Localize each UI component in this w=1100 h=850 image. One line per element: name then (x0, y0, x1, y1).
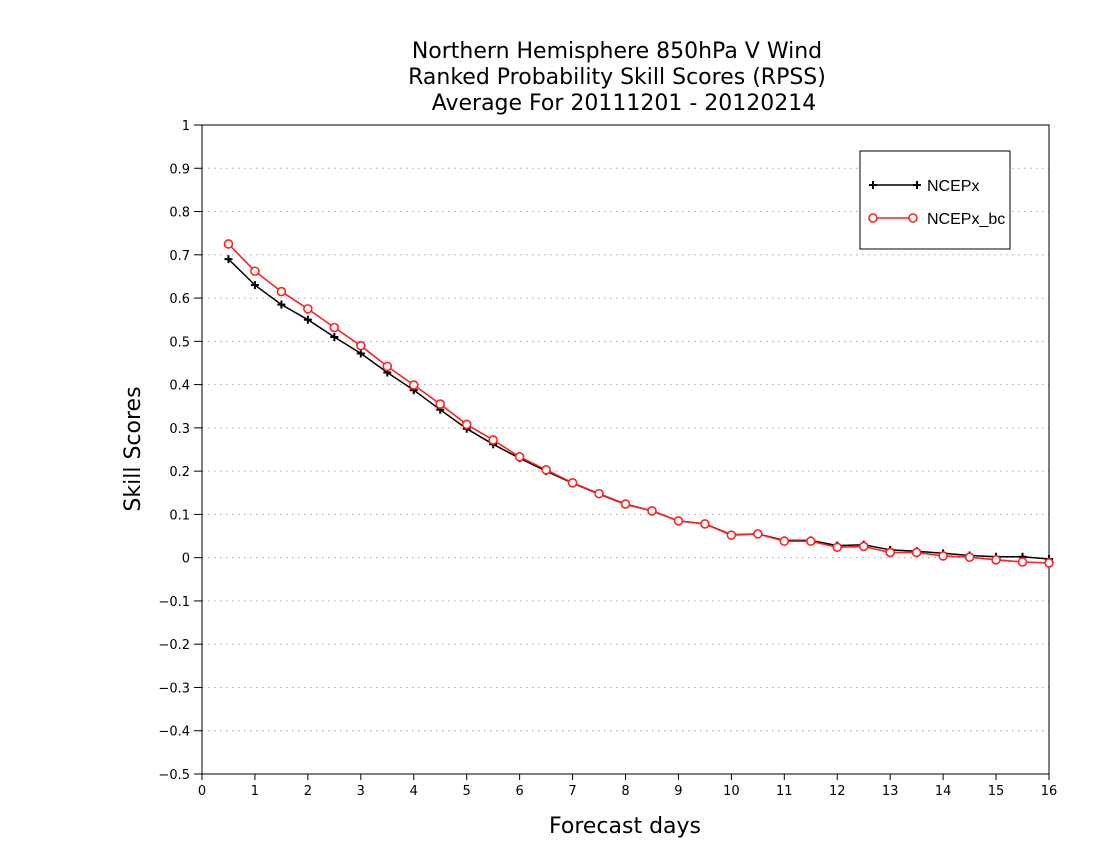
series-layer (223, 239, 1054, 568)
x-axis: 0 1 2 3 4 5 6 7 8 9 10 11 12 13 14 15 16 (198, 774, 1057, 799)
data-point (1044, 558, 1054, 568)
data-point (277, 300, 286, 309)
x-tick-label: 14 (935, 784, 952, 799)
y-tick-label: −0.3 (158, 681, 190, 696)
y-tick-label: −0.5 (158, 768, 190, 783)
data-point (620, 499, 631, 509)
data-point (303, 315, 312, 324)
data-point (541, 465, 551, 475)
x-tick-label: 9 (674, 784, 682, 799)
data-point (673, 516, 684, 526)
data-point (408, 380, 419, 390)
legend-marker (908, 213, 918, 223)
data-point (435, 399, 446, 409)
data-point (224, 255, 233, 264)
series-line-NCEPx (227, 258, 1050, 560)
x-tick-label: 6 (515, 784, 523, 799)
data-point (885, 547, 895, 558)
data-point (329, 322, 340, 333)
legend-box (859, 150, 1011, 250)
legend-item-NCEPx: NCEPx (869, 178, 979, 195)
y-tick-label: −0.1 (158, 595, 190, 610)
y-tick-label: 0.8 (169, 206, 190, 221)
x-tick-label: 11 (776, 784, 793, 799)
legend-item-NCEPx_bc: NCEPx_bc (868, 211, 1005, 228)
data-point (303, 304, 313, 314)
legend-marker (869, 181, 877, 189)
x-tick-label: 13 (882, 784, 899, 799)
x-tick-label: 0 (198, 784, 206, 799)
x-tick-label: 1 (251, 784, 259, 799)
chart-title-line-2: Ranked Probability Skill Scores (RPSS) (408, 65, 826, 90)
x-tick-label: 8 (621, 784, 629, 799)
y-tick-label: 0.1 (169, 508, 190, 523)
x-tick-label: 10 (723, 784, 740, 799)
data-point (726, 530, 737, 540)
series-line-NCEPx_bc (227, 243, 1050, 564)
data-point (753, 529, 763, 539)
legend: NCEPx NCEPx_bc (859, 150, 1011, 250)
x-axis-label: Forecast days (549, 814, 701, 839)
series-NCEPx_bc (223, 239, 1054, 568)
x-tick-label: 5 (463, 784, 471, 799)
data-point (567, 478, 578, 488)
y-tick-label: 0.2 (169, 465, 190, 480)
data-point (779, 536, 790, 547)
chart-title-line-1: Northern Hemisphere 850hPa V Wind (412, 39, 822, 64)
x-tick-label: 4 (410, 784, 418, 799)
data-point (276, 286, 287, 297)
data-point (991, 555, 1001, 565)
y-tick-label: 0.4 (169, 379, 190, 394)
data-point (250, 281, 259, 290)
gridlines (202, 167, 1049, 732)
legend-marker (913, 181, 921, 189)
data-point (330, 333, 339, 342)
data-point (594, 488, 604, 499)
chart-title-line-3: Average For 20111201 - 20120214 (432, 91, 817, 116)
data-point (461, 419, 472, 430)
y-axis: 1 0.9 0.8 0.7 0.6 0.5 0.4 0.3 0.2 0.1 0 −0.1 −0.2 −0.… (158, 119, 202, 783)
data-point (223, 239, 234, 249)
y-tick-label: 0.9 (169, 162, 190, 177)
data-point (514, 452, 525, 462)
data-point (1017, 557, 1028, 567)
data-point (805, 536, 816, 547)
data-point (356, 349, 365, 358)
y-tick-label: 0.6 (169, 292, 190, 307)
y-tick-label: 0.7 (169, 249, 190, 264)
x-tick-label: 2 (304, 784, 312, 799)
x-tick-label: 12 (829, 784, 846, 799)
data-point (382, 361, 393, 372)
data-point (647, 506, 657, 516)
legend-label: NCEPx_bc (927, 211, 1005, 228)
y-tick-label: 1 (182, 119, 190, 134)
legend-label: NCEPx (927, 178, 979, 195)
y-tick-label: 0.3 (169, 422, 190, 437)
y-tick-label: −0.2 (158, 638, 190, 653)
y-tick-label: 0.5 (169, 335, 190, 350)
data-point (356, 340, 366, 351)
x-tick-label: 7 (568, 784, 576, 799)
data-point (832, 542, 843, 553)
data-point (858, 541, 869, 552)
series-NCEPx (224, 255, 1053, 563)
y-tick-label: −0.4 (158, 725, 190, 740)
y-axis-label: Skill Scores (121, 386, 146, 511)
data-point (938, 551, 948, 561)
x-tick-label: 16 (1041, 784, 1058, 799)
y-tick-label: 0 (182, 552, 190, 567)
x-tick-label: 3 (357, 784, 365, 799)
data-point (964, 552, 975, 563)
data-point (700, 519, 710, 529)
data-point (250, 266, 260, 277)
data-point (488, 435, 498, 445)
chart-title: Northern Hemisphere 850hPa V Wind Ranked… (408, 39, 826, 116)
data-point (911, 547, 922, 558)
x-tick-label: 15 (988, 784, 1005, 799)
legend-marker (868, 213, 878, 223)
